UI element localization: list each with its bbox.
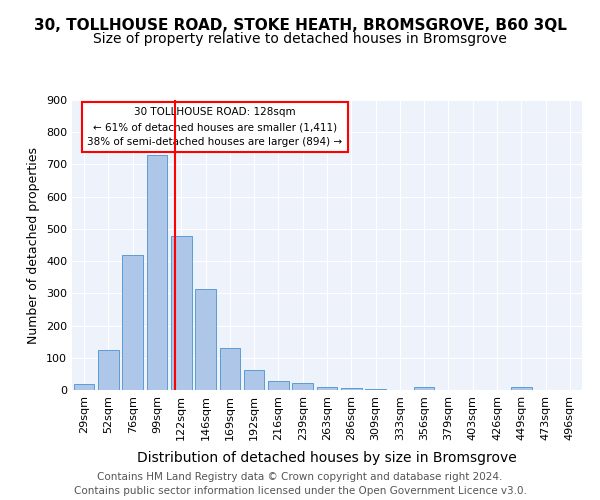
Bar	[292, 383, 313, 390]
Bar	[268, 381, 289, 390]
Bar	[122, 254, 143, 390]
Bar	[341, 388, 362, 390]
Text: 30, TOLLHOUSE ROAD, STOKE HEATH, BROMSGROVE, B60 3QL: 30, TOLLHOUSE ROAD, STOKE HEATH, BROMSGR…	[34, 18, 566, 32]
Bar	[317, 387, 337, 390]
Text: Size of property relative to detached houses in Bromsgrove: Size of property relative to detached ho…	[93, 32, 507, 46]
Text: 30 TOLLHOUSE ROAD: 128sqm
← 61% of detached houses are smaller (1,411)
38% of se: 30 TOLLHOUSE ROAD: 128sqm ← 61% of detac…	[87, 108, 343, 147]
Text: Contains HM Land Registry data © Crown copyright and database right 2024.: Contains HM Land Registry data © Crown c…	[97, 472, 503, 482]
Bar	[244, 370, 265, 390]
Bar	[74, 384, 94, 390]
Bar	[511, 387, 532, 390]
Bar	[98, 350, 119, 390]
Bar	[195, 288, 216, 390]
X-axis label: Distribution of detached houses by size in Bromsgrove: Distribution of detached houses by size …	[137, 451, 517, 465]
Text: Contains public sector information licensed under the Open Government Licence v3: Contains public sector information licen…	[74, 486, 526, 496]
Y-axis label: Number of detached properties: Number of detached properties	[28, 146, 40, 344]
Bar	[146, 155, 167, 390]
Bar	[171, 236, 191, 390]
Bar	[414, 388, 434, 390]
Bar	[220, 348, 240, 390]
